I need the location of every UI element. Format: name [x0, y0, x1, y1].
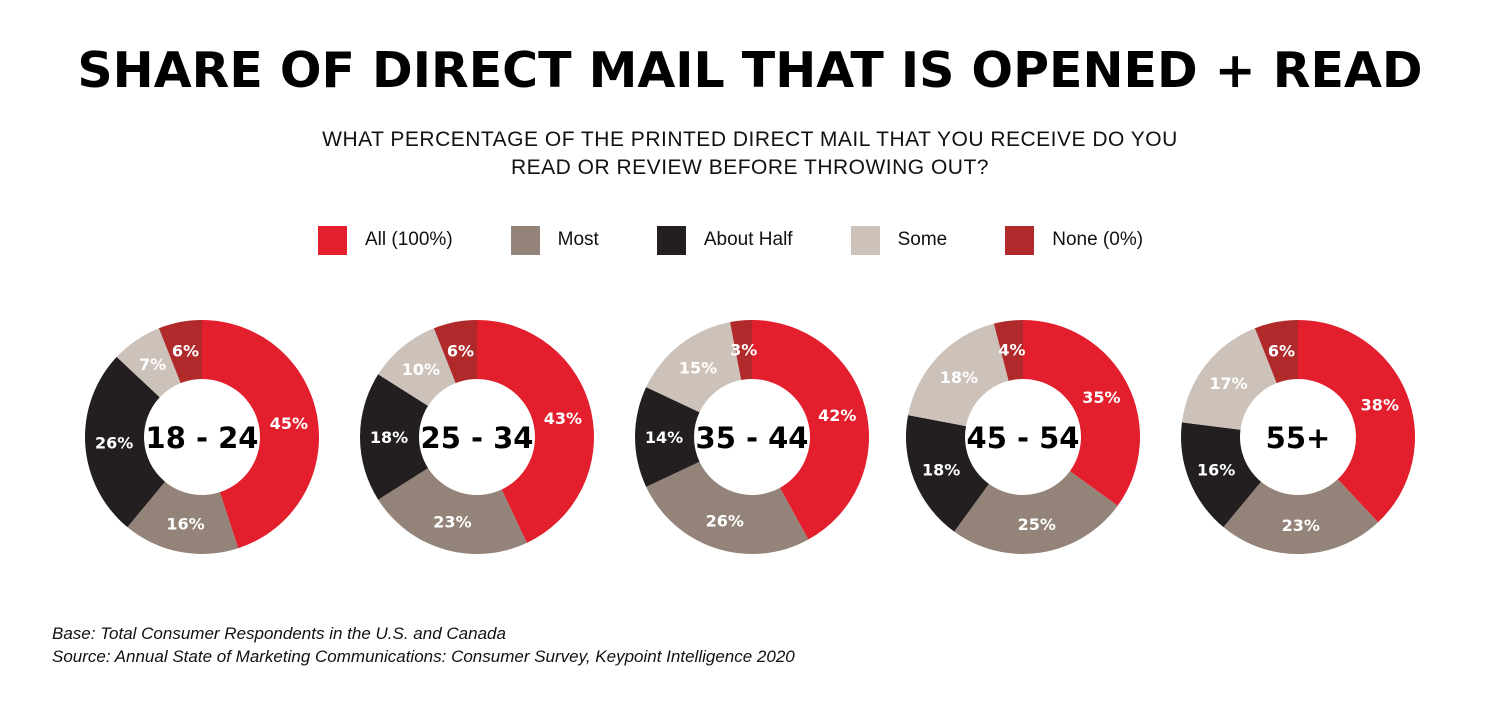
- donut-segment: [127, 481, 239, 554]
- legend-label: None (0%): [1052, 229, 1144, 250]
- data-label: 17%: [1209, 374, 1247, 393]
- data-label: 15%: [679, 358, 717, 377]
- chart-title: SHARE OF DIRECT MAIL THAT IS OPENED + RE…: [77, 42, 1423, 99]
- data-label: 18%: [370, 428, 408, 447]
- donut-segment: [1181, 422, 1262, 528]
- legend-item: Most: [510, 225, 599, 255]
- data-label: 14%: [645, 428, 683, 447]
- data-label: 23%: [1282, 516, 1320, 535]
- legend-item: None (0%): [1005, 225, 1144, 255]
- footnote-base: Base: Total Consumer Respondents in the …: [52, 624, 506, 643]
- legend-item: All (100%): [318, 225, 453, 255]
- data-label: 6%: [172, 342, 199, 361]
- data-label: 42%: [818, 406, 856, 425]
- data-label: 4%: [998, 341, 1025, 360]
- donut-segment: [993, 320, 1023, 381]
- donut-segment: [730, 320, 752, 381]
- legend-swatch: [318, 225, 347, 255]
- donut-segment: [908, 323, 1009, 427]
- data-label: 6%: [1268, 342, 1295, 361]
- age-group-label: 18 - 24: [146, 421, 259, 455]
- donut-segment: [477, 320, 594, 543]
- age-group-label: 35 - 44: [696, 421, 809, 455]
- legend-label: Some: [897, 229, 948, 250]
- subtitle-line-2: READ OR REVIEW BEFORE THROWING OUT?: [511, 156, 989, 179]
- data-label: 45%: [270, 414, 308, 433]
- donut-segment: [359, 374, 429, 500]
- donut-segment: [954, 471, 1118, 555]
- donut-segment: [646, 322, 742, 413]
- donut-55: 38% 23% 16% 17% 6% 55+: [1181, 320, 1416, 554]
- legend-swatch: [656, 225, 686, 255]
- data-label: 38%: [1361, 396, 1399, 415]
- data-label: 3%: [730, 340, 757, 359]
- data-label: 35%: [1082, 388, 1120, 407]
- subtitle-line-1: WHAT PERCENTAGE OF THE PRINTED DIRECT MA…: [322, 128, 1178, 151]
- donut-segment: [158, 320, 202, 384]
- donut-segment: [378, 328, 456, 406]
- legend-label: About Half: [703, 229, 793, 250]
- data-label: 10%: [402, 360, 440, 379]
- age-group-label: 45 - 54: [967, 421, 1080, 455]
- donut-segment: [1298, 320, 1416, 523]
- donut-segment: [378, 468, 527, 554]
- donut-segment: [752, 320, 870, 540]
- data-label: 7%: [139, 355, 166, 374]
- donut-segment: [1223, 479, 1379, 554]
- data-label: 18%: [940, 368, 978, 387]
- data-label: 43%: [544, 409, 582, 428]
- donut-35-44: 42% 26% 14% 15% 3% 35 - 44: [635, 320, 870, 554]
- legend-swatch: [1005, 225, 1035, 255]
- legend-label: All (100%): [365, 229, 453, 250]
- legend-item: Some: [850, 225, 948, 255]
- data-label: 16%: [166, 514, 204, 533]
- donut-25-34: 43% 23% 18% 10% 6% 25 - 34: [359, 320, 594, 554]
- data-label: 18%: [922, 460, 960, 479]
- data-label: 23%: [433, 513, 471, 532]
- donut-18-24: 45% 16% 26% 7% 6% 18 - 24: [84, 320, 320, 554]
- donut-segment: [1254, 320, 1298, 384]
- donut-segment: [646, 461, 809, 554]
- donut-segment: [1181, 328, 1277, 430]
- donut-segment: [116, 328, 181, 398]
- donut-segment: [84, 356, 166, 528]
- data-label: 25%: [1018, 515, 1056, 534]
- donut-45-54: 35% 25% 18% 18% 4% 45 - 54: [906, 320, 1141, 555]
- footnote-source: Source: Annual State of Marketing Commun…: [52, 647, 795, 666]
- legend-label: Most: [557, 229, 599, 250]
- legend-item: About Half: [656, 225, 793, 255]
- donut-segment: [433, 320, 477, 384]
- donut-segment: [1023, 320, 1141, 506]
- data-label: 26%: [706, 512, 744, 531]
- donut-segment: [906, 415, 989, 532]
- data-label: 26%: [95, 434, 133, 453]
- donut-segment: [202, 320, 320, 549]
- legend-swatch: [510, 225, 540, 255]
- legend-swatch: [850, 225, 880, 255]
- age-group-label: 55+: [1266, 421, 1331, 455]
- data-label: 6%: [447, 342, 474, 361]
- legend: All (100%) Most About Half Some None (0%): [318, 225, 1201, 255]
- data-label: 16%: [1197, 460, 1235, 479]
- age-group-label: 25 - 34: [421, 421, 534, 455]
- donut-segment: [635, 387, 700, 487]
